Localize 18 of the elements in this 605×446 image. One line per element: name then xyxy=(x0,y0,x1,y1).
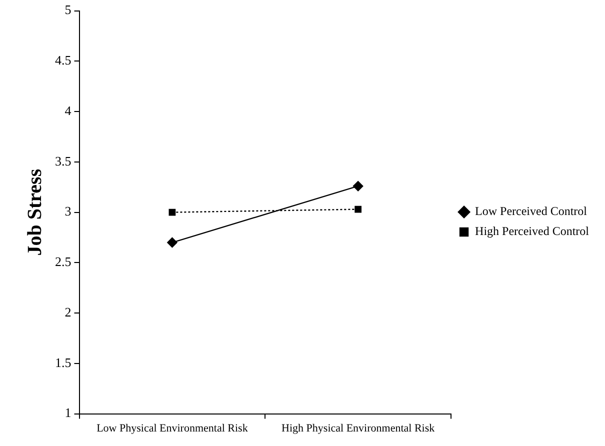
y-axis-title: Job Stress xyxy=(24,168,46,256)
y-tick-label: 4 xyxy=(64,102,72,118)
x-tick-label: Low Physical Environmental Risk xyxy=(96,422,248,434)
y-tick-label: 2 xyxy=(64,304,72,320)
y-tick-label: 2.5 xyxy=(55,254,72,270)
legend-label: Low Perceived Control xyxy=(475,204,588,218)
point xyxy=(167,237,178,248)
point xyxy=(352,181,364,192)
y-tick-label: 1 xyxy=(64,405,72,420)
legend-label: High Perceived Control xyxy=(475,224,590,238)
y-tick-label: 5 xyxy=(64,2,72,18)
y-tick-label: 4.5 xyxy=(55,52,72,68)
y-tick-label: 3 xyxy=(64,204,72,219)
y-tick-label: 3.5 xyxy=(55,153,72,168)
y-tick-label: 1.5 xyxy=(55,354,72,370)
point xyxy=(168,208,176,216)
x-tick-label: High Physical Environmental Risk xyxy=(282,422,436,434)
point xyxy=(354,206,362,213)
